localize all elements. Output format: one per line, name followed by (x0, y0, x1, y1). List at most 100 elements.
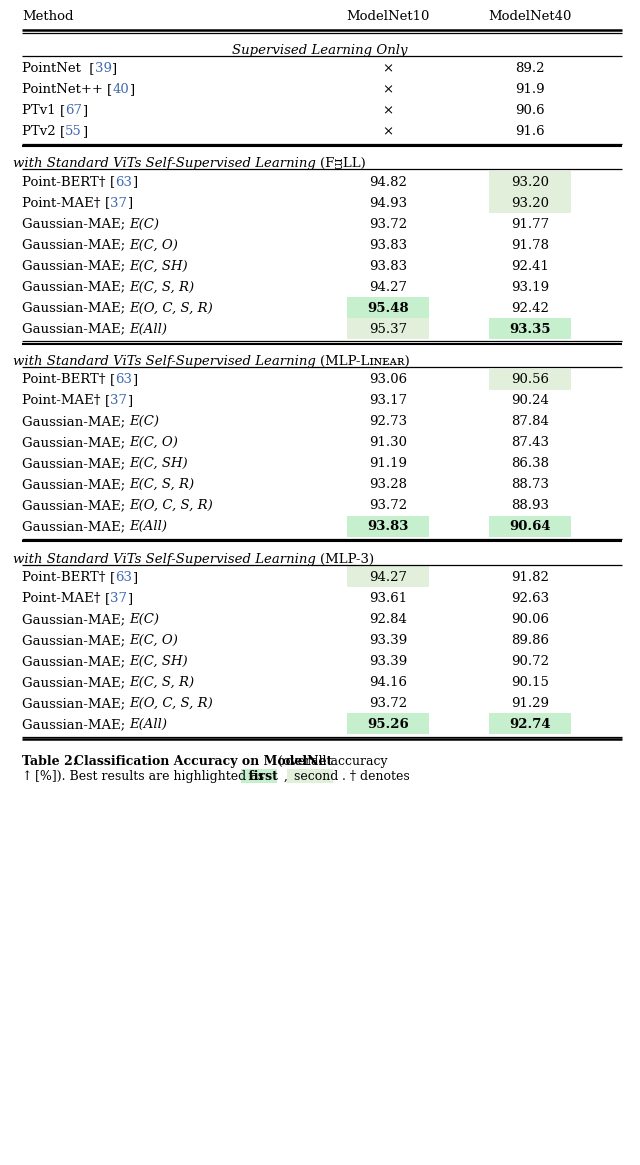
Text: 93.83: 93.83 (367, 521, 409, 534)
Text: PointNet++: PointNet++ (22, 83, 107, 96)
Text: Gaussian-MAE;: Gaussian-MAE; (22, 436, 129, 450)
Bar (347, 566, 429, 587)
Text: Gaussian-MAE;: Gaussian-MAE; (22, 500, 129, 513)
Bar (489, 192, 571, 213)
Text: Gaussian-MAE;: Gaussian-MAE; (22, 323, 129, 336)
Text: 94.27: 94.27 (369, 571, 407, 584)
Text: Point-MAE†: Point-MAE† (22, 394, 105, 408)
Text: 95.37: 95.37 (369, 323, 407, 336)
Text: E(All): E(All) (129, 718, 168, 730)
Bar (347, 297, 429, 318)
Bar (489, 516, 571, 537)
Text: E(C, SH): E(C, SH) (129, 260, 188, 273)
Text: Gaussian-MAE;: Gaussian-MAE; (22, 697, 129, 709)
Text: 92.74: 92.74 (509, 718, 551, 730)
Text: 67: 67 (65, 104, 82, 116)
Text: ]: ] (129, 83, 134, 96)
Text: 93.39: 93.39 (369, 634, 407, 647)
Text: Gaussian-MAE;: Gaussian-MAE; (22, 634, 129, 647)
Text: 93.06: 93.06 (369, 373, 407, 387)
Text: [: [ (105, 394, 110, 408)
Text: Gaussian-MAE;: Gaussian-MAE; (22, 239, 129, 252)
Text: with Standard ViTs Self-Supervised Learning: with Standard ViTs Self-Supervised Learn… (13, 355, 320, 368)
Text: 63: 63 (115, 571, 132, 584)
Text: (overall accuracy: (overall accuracy (274, 755, 388, 768)
Text: ↑ [%]). Best results are highlighted as: ↑ [%]). Best results are highlighted as (22, 770, 264, 783)
Text: 93.61: 93.61 (369, 592, 407, 605)
Text: with Standard ViTs Self-Supervised Learning: with Standard ViTs Self-Supervised Learn… (13, 552, 320, 566)
Text: [: [ (105, 197, 110, 210)
Text: Gaussian-MAE;: Gaussian-MAE; (22, 218, 129, 231)
Text: 93.19: 93.19 (511, 281, 549, 294)
Text: 93.20: 93.20 (511, 176, 549, 189)
Text: 91.78: 91.78 (511, 239, 549, 252)
Text: E(O, C, S, R): E(O, C, S, R) (129, 697, 213, 709)
Text: 90.24: 90.24 (511, 394, 549, 408)
Text: 63: 63 (115, 176, 132, 189)
Text: 89.86: 89.86 (511, 634, 549, 647)
Text: 93.39: 93.39 (369, 655, 407, 668)
Text: 93.20: 93.20 (511, 197, 549, 210)
Text: ]: ] (111, 62, 116, 75)
Text: 93.83: 93.83 (369, 260, 407, 273)
Text: [: [ (109, 176, 115, 189)
Text: Gaussian-MAE;: Gaussian-MAE; (22, 302, 129, 315)
Text: Point-BERT†: Point-BERT† (22, 571, 109, 584)
Text: ]: ] (132, 571, 137, 584)
Text: E(C, S, R): E(C, S, R) (129, 478, 195, 492)
Text: 90.6: 90.6 (515, 104, 545, 116)
Text: Classification Accuracy on ModelNet: Classification Accuracy on ModelNet (74, 755, 332, 768)
Text: Gaussian-MAE;: Gaussian-MAE; (22, 718, 129, 730)
Text: 40: 40 (112, 83, 129, 96)
Text: 37: 37 (110, 197, 127, 210)
Text: ×: × (383, 125, 394, 137)
Text: PointNet: PointNet (22, 62, 85, 75)
Text: Supervised Learning Only: Supervised Learning Only (232, 44, 408, 57)
Text: 37: 37 (110, 394, 127, 408)
Text: 92.63: 92.63 (511, 592, 549, 605)
Text: E(C): E(C) (129, 218, 159, 231)
Text: 92.41: 92.41 (511, 260, 549, 273)
Bar (241, 769, 277, 783)
Text: [: [ (60, 125, 65, 137)
Text: 93.72: 93.72 (369, 500, 407, 513)
Text: ]: ] (82, 104, 87, 116)
Text: ModelNet40: ModelNet40 (488, 10, 572, 23)
Text: [: [ (105, 592, 110, 605)
Text: E(C, O): E(C, O) (129, 634, 179, 647)
Text: Gaussian-MAE;: Gaussian-MAE; (22, 281, 129, 294)
Text: ×: × (383, 62, 394, 75)
Text: E(O, C, S, R): E(O, C, S, R) (129, 500, 213, 513)
Text: ]: ] (132, 176, 137, 189)
Text: 94.16: 94.16 (369, 676, 407, 689)
Text: 87.84: 87.84 (511, 415, 549, 429)
Text: Gaussian-MAE;: Gaussian-MAE; (22, 457, 129, 471)
Text: E(O, C, S, R): E(O, C, S, R) (129, 302, 213, 315)
Text: 89.2: 89.2 (515, 62, 545, 75)
Bar (347, 318, 429, 339)
Text: 94.27: 94.27 (369, 281, 407, 294)
Text: 86.38: 86.38 (511, 457, 549, 471)
Text: 37: 37 (110, 592, 127, 605)
Text: ]: ] (127, 592, 132, 605)
Text: 91.29: 91.29 (511, 697, 549, 709)
Text: E(C, S, R): E(C, S, R) (129, 281, 195, 294)
Text: 88.73: 88.73 (511, 478, 549, 492)
Text: 91.6: 91.6 (515, 125, 545, 137)
Text: 93.83: 93.83 (369, 239, 407, 252)
Text: ]: ] (132, 373, 137, 387)
Bar (489, 713, 571, 734)
Text: E(C): E(C) (129, 415, 159, 429)
Text: E(All): E(All) (129, 323, 168, 336)
Text: (MLP-3): (MLP-3) (320, 552, 374, 566)
Text: E(C): E(C) (129, 613, 159, 626)
Text: [: [ (109, 373, 115, 387)
Text: Table 2.: Table 2. (22, 755, 77, 768)
Text: Point-MAE†: Point-MAE† (22, 197, 105, 210)
Bar (489, 318, 571, 339)
Text: 87.43: 87.43 (511, 436, 549, 450)
Text: 92.84: 92.84 (369, 613, 407, 626)
Text: E(C, O): E(C, O) (129, 436, 179, 450)
Text: [: [ (109, 571, 115, 584)
Text: 90.15: 90.15 (511, 676, 549, 689)
